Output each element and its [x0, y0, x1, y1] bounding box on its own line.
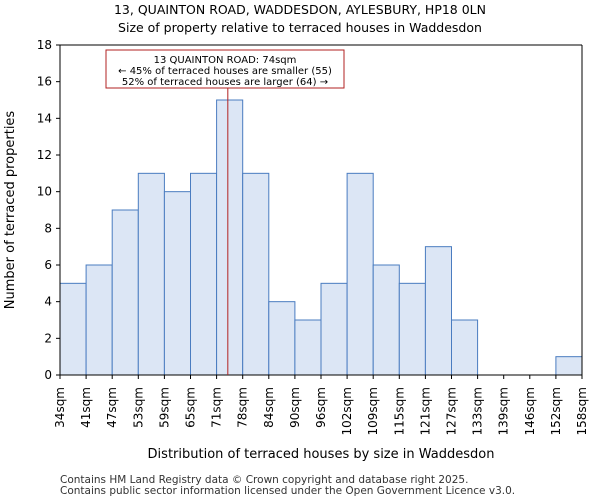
- histogram-bar: [268, 301, 296, 376]
- x-tick-label: 146sqm: [523, 387, 537, 435]
- x-tick-label: 53sqm: [131, 387, 145, 428]
- x-tick-label: 84sqm: [262, 387, 276, 428]
- x-tick-label: 158sqm: [575, 387, 589, 435]
- histogram-bar: [424, 246, 452, 376]
- bars-layer: [59, 99, 583, 376]
- x-tick-label: 127sqm: [445, 387, 459, 435]
- histogram-bar: [372, 264, 400, 376]
- ticks-layer: 0 2 4 6 8 10 12 14 16 18 34sqm 41sqm 47sqm 53sqm 59sqm…: [37, 38, 589, 435]
- histogram-bar: [398, 282, 426, 376]
- histogram-bar: [216, 99, 244, 376]
- x-tick-label: 59sqm: [157, 387, 171, 428]
- histogram-bar: [111, 209, 139, 376]
- histogram-bar: [294, 319, 322, 376]
- x-tick-label: 109sqm: [366, 387, 380, 435]
- footer-copyright: Contains HM Land Registry data © Crown c…: [60, 474, 469, 486]
- y-tick-label: 12: [37, 148, 52, 162]
- histogram-bar: [242, 172, 270, 376]
- annotation-line-2: ← 45% of terraced houses are smaller (55…: [118, 66, 332, 77]
- x-tick-label: 102sqm: [340, 387, 354, 435]
- y-tick-label: 2: [44, 331, 52, 345]
- x-tick-label: 152sqm: [549, 387, 563, 435]
- histogram-bar: [85, 264, 113, 376]
- histogram-bar: [137, 172, 165, 376]
- annotation-line-1: 13 QUAINTON ROAD: 74sqm: [154, 55, 297, 66]
- y-tick-label: 14: [37, 111, 52, 125]
- annotation-line-3: 52% of terraced houses are larger (64) →: [122, 77, 328, 88]
- x-tick-label: 41sqm: [79, 387, 93, 428]
- x-tick-label: 78sqm: [236, 387, 250, 428]
- x-tick-label: 47sqm: [105, 387, 119, 428]
- histogram-bar: [190, 172, 218, 376]
- x-tick-label: 34sqm: [53, 387, 67, 428]
- x-tick-label: 139sqm: [497, 387, 511, 435]
- y-tick-label: 16: [37, 75, 52, 89]
- annotation-box: [105, 49, 345, 89]
- x-tick-label: 133sqm: [471, 387, 485, 435]
- y-tick-label: 0: [44, 368, 52, 382]
- y-tick-label: 6: [44, 258, 52, 272]
- y-tick-label: 8: [44, 221, 52, 235]
- x-tick-label: 71sqm: [210, 387, 224, 428]
- annotation-layer: 13 QUAINTON ROAD: 74sqm ← 45% of terrace…: [105, 49, 345, 89]
- x-tick-label: 90sqm: [288, 387, 302, 428]
- x-tick-label: 121sqm: [418, 387, 432, 435]
- x-tick-label: 96sqm: [314, 387, 328, 428]
- chart-subtitle: Size of property relative to terraced ho…: [118, 20, 482, 35]
- x-tick-label: 65sqm: [184, 387, 198, 428]
- y-tick-label: 18: [37, 38, 52, 52]
- histogram-bar: [59, 282, 87, 376]
- histogram-bar: [320, 282, 348, 376]
- y-tick-label: 4: [44, 295, 52, 309]
- histogram-bar: [451, 319, 479, 376]
- histogram-bar: [163, 191, 191, 376]
- y-tick-label: 10: [37, 185, 52, 199]
- chart-title-address: 13, QUAINTON ROAD, WADDESDON, AYLESBURY,…: [113, 2, 486, 17]
- y-axis-label: Number of terraced properties: [3, 111, 18, 310]
- histogram-bar: [555, 356, 583, 376]
- histogram-bar: [346, 172, 374, 376]
- x-tick-label: 115sqm: [392, 387, 406, 435]
- footer-licence: Contains public sector information licen…: [60, 485, 516, 497]
- x-axis-label: Distribution of terraced houses by size …: [148, 447, 495, 462]
